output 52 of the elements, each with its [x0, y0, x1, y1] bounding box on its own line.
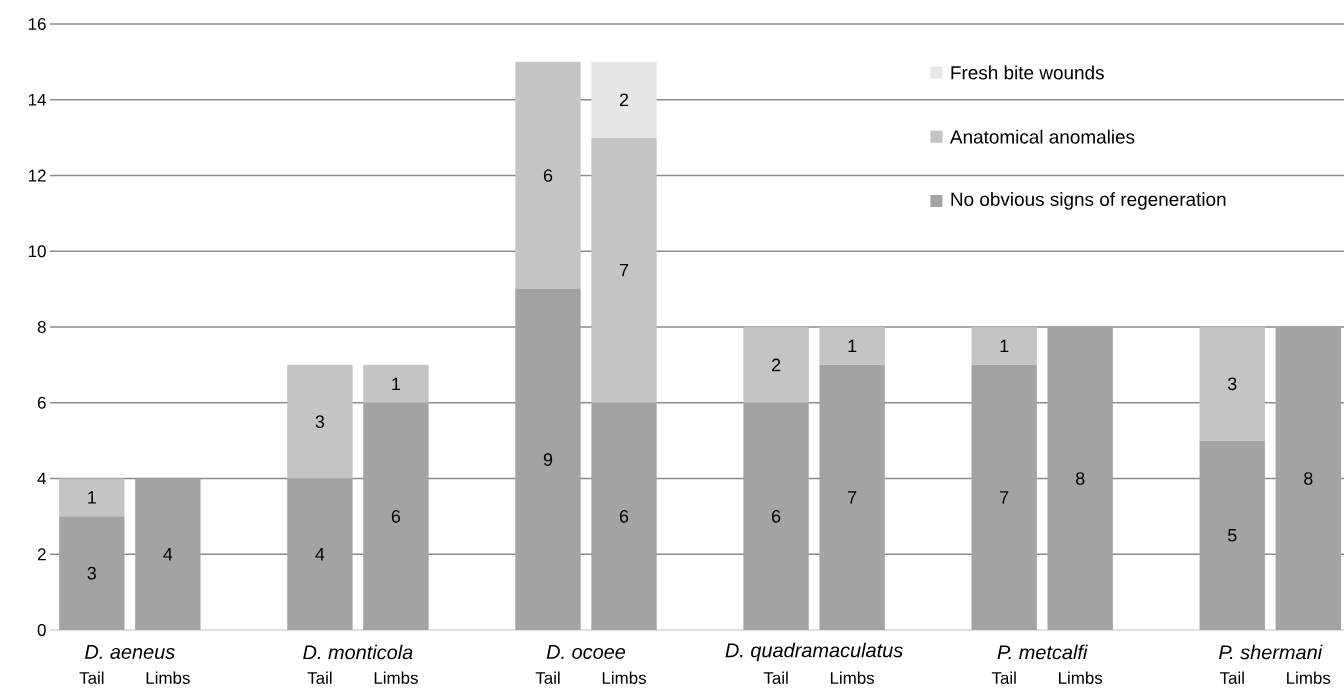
y-tick-label: 14 [28, 93, 46, 106]
data-label: 8 [1304, 472, 1313, 485]
data-label: 1 [848, 339, 857, 353]
x-tick-label: Limbs [146, 671, 190, 684]
x-tick-label: Tail [535, 671, 560, 684]
x-tick-label: Tail [1219, 671, 1244, 684]
x-tick-label: Limbs [1059, 671, 1103, 684]
data-label: 8 [1075, 472, 1085, 485]
x-tick-label: Limbs [1287, 671, 1331, 684]
data-label: 3 [87, 566, 97, 580]
text: P. metcalfi [997, 644, 1088, 660]
y-tick-label: 2 [37, 548, 46, 561]
text: D. quadramaculatus [725, 642, 903, 662]
data-label: 6 [619, 510, 629, 523]
data-label: 3 [315, 415, 325, 429]
data-label: 7 [619, 264, 629, 277]
x-tick-label: Tail [79, 671, 104, 684]
text: P. shermani [1219, 644, 1323, 660]
y-tick-label: 6 [37, 396, 46, 409]
data-label: 2 [772, 358, 781, 372]
data-label: 3 [1227, 377, 1237, 391]
text: D. ocoee [546, 645, 626, 659]
x-tick-label: Limbs [374, 671, 418, 684]
y-tick-label: 8 [37, 320, 46, 333]
x-tick-label: Limbs [830, 671, 875, 684]
y-tick-label: 4 [37, 472, 46, 485]
y-tick-label: 16 [28, 17, 46, 30]
data-label: 9 [543, 453, 553, 466]
x-tick-label: Tail [991, 671, 1016, 684]
legend-label: Anatomical anomalies [949, 129, 1135, 144]
data-label: 5 [1227, 529, 1237, 542]
x-tick-label: Tail [763, 671, 788, 684]
data-label: 7 [848, 491, 857, 504]
data-label: 6 [772, 510, 781, 523]
x-tick-label: Tail [307, 671, 332, 684]
text: D. monticola [303, 644, 413, 660]
data-label: 4 [163, 548, 173, 561]
data-label: 1 [88, 491, 96, 504]
data-label: 1 [1000, 339, 1009, 353]
x-tick-label: Limbs [602, 671, 646, 684]
y-tick-label: 0 [37, 624, 46, 636]
data-label: 6 [543, 169, 553, 182]
data-label: 6 [391, 510, 401, 523]
legend-label: Fresh bite wounds [951, 65, 1104, 80]
y-tick-label: 12 [28, 169, 46, 182]
text: D. aeneus [85, 645, 175, 659]
data-label: 4 [315, 548, 325, 561]
legend-label: No obvious signs of regeneration [951, 192, 1226, 210]
data-label: 7 [1000, 491, 1009, 504]
y-tick-label: 10 [28, 245, 46, 258]
data-label: 2 [619, 93, 629, 106]
data-label: 1 [392, 377, 401, 390]
